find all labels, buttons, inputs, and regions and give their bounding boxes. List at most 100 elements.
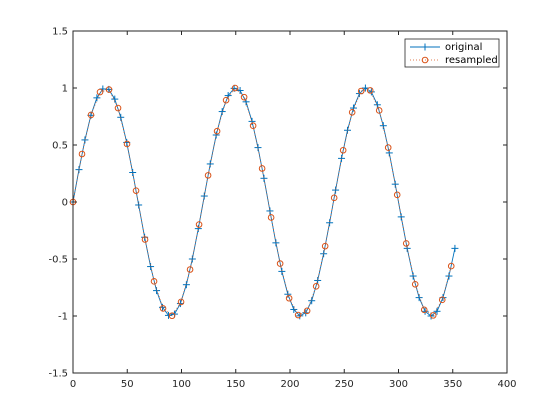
data-point-resampled xyxy=(159,305,167,312)
data-point-resampled xyxy=(114,104,122,112)
data-point-resampled xyxy=(222,96,230,104)
x-tick-label: 300 xyxy=(389,379,408,390)
data-point-original xyxy=(397,213,405,221)
data-point-resampled xyxy=(87,111,95,119)
y-axis: -1.5 -1 -0.5 0 0.5 1 1.5 xyxy=(48,27,507,380)
data-point-original xyxy=(361,84,369,92)
data-point-original xyxy=(338,154,346,162)
data-point-resampled xyxy=(294,311,302,319)
data-point-original xyxy=(236,86,244,94)
y-tick-label: 1.5 xyxy=(52,27,68,38)
data-point-original xyxy=(272,239,280,247)
data-point-resampled xyxy=(195,221,203,228)
data-point-original xyxy=(278,267,286,275)
data-point-resampled xyxy=(204,172,212,179)
data-point-original xyxy=(433,307,441,315)
data-point-original xyxy=(379,122,387,130)
data-point-resampled xyxy=(240,93,248,101)
data-point-original xyxy=(421,307,429,315)
legend: original resampled xyxy=(404,38,500,68)
data-point-original xyxy=(194,225,202,233)
data-point-resampled xyxy=(276,260,284,267)
data-point-original xyxy=(296,312,304,320)
legend-original-sample xyxy=(410,43,440,51)
data-point-original xyxy=(266,207,274,215)
y-tick-label: 0.5 xyxy=(52,141,68,152)
data-point-original xyxy=(409,272,417,280)
data-point-resampled xyxy=(339,146,347,154)
data-point-original xyxy=(212,131,220,139)
data-point-resampled xyxy=(375,107,383,114)
y-tick-label: -1 xyxy=(58,312,68,323)
data-point-resampled xyxy=(123,140,131,148)
data-point-original xyxy=(248,117,256,125)
data-point-resampled xyxy=(429,312,437,319)
x-tick-label: 200 xyxy=(280,379,299,390)
x-axis: 0 50 100 150 200 250 300 350 400 xyxy=(70,31,517,390)
y-tick-label: 1 xyxy=(62,84,68,95)
data-point-resampled xyxy=(213,127,221,135)
data-point-resampled xyxy=(285,294,293,302)
x-tick-label: 50 xyxy=(121,379,134,390)
data-point-resampled xyxy=(357,87,365,95)
legend-marker-resampled xyxy=(421,56,429,64)
data-point-original xyxy=(367,88,375,96)
data-point-original xyxy=(93,94,101,102)
data-point-resampled xyxy=(312,283,320,290)
series-resampled xyxy=(69,84,455,320)
data-point-original xyxy=(200,192,208,200)
x-tick-label: 100 xyxy=(172,379,191,390)
data-point-resampled xyxy=(132,187,140,194)
data-point-resampled xyxy=(96,88,104,96)
data-point-original xyxy=(260,174,268,182)
data-point-resampled xyxy=(186,266,194,273)
legend-marker-original xyxy=(421,43,429,51)
x-tick-label: 250 xyxy=(335,379,354,390)
data-point-original xyxy=(147,263,155,271)
data-point-resampled xyxy=(105,86,113,93)
data-point-resampled xyxy=(321,242,329,250)
legend-label-original: original xyxy=(445,42,482,53)
x-tick-label: 150 xyxy=(226,379,245,390)
data-point-resampled xyxy=(420,306,428,314)
legend-label-resampled: resampled xyxy=(445,55,498,66)
data-point-original xyxy=(451,244,459,252)
data-point-resampled xyxy=(393,191,401,199)
x-tick-label: 0 xyxy=(70,379,76,390)
data-point-resampled xyxy=(141,236,149,243)
data-point-resampled xyxy=(348,108,356,116)
data-point-resampled xyxy=(447,262,455,270)
data-point-original xyxy=(129,168,137,176)
legend-resampled-sample xyxy=(410,56,440,64)
data-point-original xyxy=(326,219,334,227)
data-point-original xyxy=(349,104,357,112)
legend-box xyxy=(404,38,500,68)
data-point-resampled xyxy=(411,280,419,288)
data-point-resampled xyxy=(168,312,176,320)
data-point-resampled xyxy=(150,278,158,285)
data-point-resampled xyxy=(177,298,185,306)
data-point-resampled xyxy=(249,122,257,130)
data-point-resampled xyxy=(231,84,239,92)
data-point-resampled xyxy=(330,194,338,202)
x-tick-label: 400 xyxy=(497,379,516,390)
data-point-resampled xyxy=(267,214,275,221)
data-point-resampled xyxy=(303,307,311,315)
data-point-resampled xyxy=(258,165,266,172)
data-point-original xyxy=(111,95,119,103)
data-point-resampled xyxy=(366,87,374,94)
data-point-original xyxy=(182,281,190,289)
data-point-resampled xyxy=(438,296,446,304)
plot-area xyxy=(73,31,507,373)
data-point-original xyxy=(206,160,214,168)
series-line-resampled xyxy=(72,87,452,317)
data-point-resampled xyxy=(384,144,392,151)
x-tick-label: 350 xyxy=(443,379,462,390)
data-point-original xyxy=(218,108,226,116)
data-point-original xyxy=(164,311,172,319)
data-point-resampled xyxy=(402,240,410,247)
data-point-original xyxy=(308,297,316,305)
y-tick-label: -1.5 xyxy=(48,369,68,380)
y-tick-label: -0.5 xyxy=(48,255,68,266)
